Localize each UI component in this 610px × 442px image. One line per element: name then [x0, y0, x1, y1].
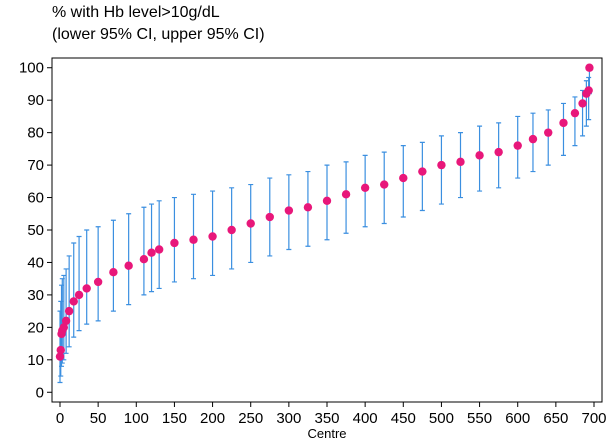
data-point — [69, 297, 78, 306]
data-point — [265, 212, 274, 222]
data-point — [585, 63, 594, 72]
data-point — [64, 306, 74, 316]
data-point — [341, 190, 351, 199]
data-point — [578, 99, 587, 108]
data-point — [82, 284, 91, 293]
data-point — [360, 183, 370, 193]
data-points-group — [55, 63, 594, 361]
data-point — [284, 206, 294, 215]
y-tick-label: 100 — [19, 60, 44, 77]
data-point — [170, 238, 179, 248]
y-tick-label: 10 — [27, 352, 44, 369]
x-tick-label: 150 — [162, 410, 187, 427]
data-point — [303, 203, 313, 212]
error-bars-group — [57, 67, 592, 384]
x-tick-label: 500 — [429, 410, 454, 427]
data-point — [322, 196, 332, 205]
data-point — [437, 160, 446, 170]
y-tick-label: 30 — [27, 287, 44, 304]
error-bar — [156, 200, 162, 290]
data-point — [246, 219, 255, 228]
y-tick-label: 0 — [36, 384, 44, 401]
x-tick-label: 350 — [314, 410, 339, 427]
data-point — [59, 323, 69, 332]
error-bar — [545, 109, 551, 166]
error-bar — [141, 206, 147, 296]
x-tick-label: 250 — [238, 410, 263, 427]
x-tick-label: 0 — [56, 410, 64, 427]
y-axis-title-line-1: % with Hb level>10g/dL — [52, 4, 220, 21]
y-tick-label: 50 — [27, 222, 44, 239]
x-tick-label: 450 — [391, 410, 416, 427]
data-point — [189, 235, 198, 244]
y-tick-label: 20 — [27, 319, 44, 336]
error-bar — [71, 242, 77, 338]
y-tick-label: 40 — [27, 254, 44, 271]
data-point — [544, 128, 553, 137]
error-bar — [95, 226, 101, 322]
data-point — [494, 147, 503, 157]
error-bar — [126, 213, 132, 306]
data-point — [93, 277, 103, 287]
y-tick-label: 60 — [27, 190, 44, 207]
data-point — [513, 141, 522, 150]
y-tick-label: 70 — [27, 157, 44, 174]
x-tick-label: 50 — [90, 410, 107, 427]
y-tick-label: 90 — [27, 92, 44, 109]
data-point — [208, 232, 217, 241]
data-point — [418, 167, 427, 176]
data-point — [456, 157, 465, 167]
data-point — [147, 248, 156, 257]
error-bar — [438, 135, 444, 205]
error-bar — [586, 76, 592, 121]
y-axis-title-line-2: (lower 95% CI, upper 95% CI) — [52, 26, 265, 43]
x-tick-label: 200 — [200, 410, 225, 427]
data-point — [56, 345, 65, 355]
error-bar — [560, 102, 566, 156]
data-point — [55, 352, 65, 361]
x-tick-label: 100 — [124, 410, 149, 427]
data-point — [154, 245, 164, 254]
error-bar — [66, 255, 72, 348]
data-point — [109, 267, 118, 277]
error-bar — [84, 229, 90, 325]
data-point — [475, 151, 484, 160]
x-tick-label: 600 — [505, 410, 530, 427]
data-point — [139, 255, 149, 264]
data-point — [559, 118, 568, 128]
error-bar — [572, 96, 578, 147]
x-axis: 0 50 100 150 200 250 300 350 400 450 500 550 600 650 7… — [56, 402, 607, 427]
error-bar — [110, 219, 116, 312]
data-point — [399, 173, 408, 183]
data-point — [74, 290, 84, 300]
data-point — [61, 316, 71, 326]
x-tick-label: 700 — [581, 410, 606, 427]
x-axis-title: Centre — [307, 426, 346, 441]
x-tick-label: 650 — [543, 410, 568, 427]
y-axis: 0 10 20 30 40 50 60 70 80 90 100 — [19, 60, 52, 401]
data-point — [570, 108, 580, 118]
error-bar — [76, 235, 82, 332]
x-tick-label: 400 — [353, 410, 378, 427]
data-point — [380, 180, 389, 189]
data-point — [227, 225, 236, 235]
data-point — [124, 261, 133, 270]
x-tick-label: 550 — [467, 410, 492, 427]
x-tick-label: 300 — [276, 410, 301, 427]
y-tick-label: 80 — [27, 125, 44, 142]
error-bar — [149, 203, 155, 293]
data-point — [528, 134, 538, 144]
data-point — [584, 86, 593, 95]
error-bar — [419, 141, 425, 212]
